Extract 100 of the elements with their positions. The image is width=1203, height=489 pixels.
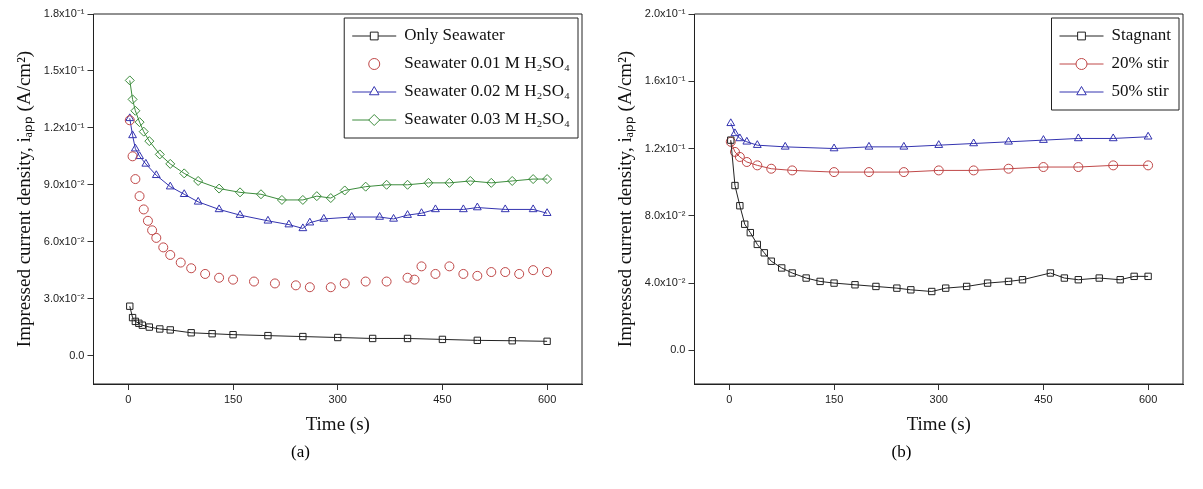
point bbox=[134, 319, 143, 327]
point bbox=[443, 177, 454, 188]
point bbox=[780, 141, 790, 150]
point bbox=[402, 179, 413, 190]
point bbox=[151, 170, 161, 179]
point bbox=[235, 210, 244, 218]
text: (b) bbox=[891, 442, 912, 462]
point bbox=[297, 223, 307, 232]
point bbox=[734, 133, 744, 142]
point bbox=[124, 115, 135, 126]
point bbox=[255, 189, 266, 200]
point bbox=[1116, 276, 1124, 284]
point bbox=[346, 212, 356, 220]
point bbox=[1142, 160, 1153, 171]
x-tick-label: 600 bbox=[537, 392, 556, 405]
point bbox=[508, 337, 516, 345]
point bbox=[199, 268, 210, 279]
y-tick-label: 1.2x10⁻¹ bbox=[43, 120, 85, 133]
point bbox=[962, 282, 970, 291]
point bbox=[284, 219, 293, 228]
point bbox=[464, 175, 475, 186]
point bbox=[145, 323, 153, 331]
point bbox=[760, 249, 768, 257]
y-tick-label: 1.6x10⁻¹ bbox=[644, 74, 686, 87]
point bbox=[767, 257, 775, 265]
point bbox=[360, 181, 371, 192]
point bbox=[304, 282, 315, 293]
point bbox=[155, 325, 163, 333]
point bbox=[388, 213, 398, 222]
point bbox=[541, 174, 552, 185]
point bbox=[933, 165, 944, 176]
point bbox=[788, 269, 796, 277]
point bbox=[138, 204, 149, 215]
point bbox=[325, 193, 336, 204]
point bbox=[1003, 136, 1013, 145]
point bbox=[416, 208, 426, 216]
point bbox=[129, 174, 140, 185]
point bbox=[777, 264, 785, 272]
point bbox=[297, 194, 308, 205]
point bbox=[506, 175, 517, 186]
point bbox=[457, 268, 468, 279]
point bbox=[740, 220, 748, 228]
point bbox=[1143, 131, 1152, 140]
point bbox=[472, 202, 482, 211]
y-tick-label: 4.0x10⁻² bbox=[644, 276, 686, 289]
point bbox=[333, 333, 341, 342]
point bbox=[402, 272, 413, 283]
point bbox=[485, 267, 496, 278]
point bbox=[527, 265, 538, 276]
point bbox=[178, 168, 189, 179]
point bbox=[968, 165, 979, 176]
point bbox=[541, 267, 552, 278]
x-tick-label: 600 bbox=[1138, 392, 1157, 405]
point bbox=[765, 163, 776, 174]
point bbox=[127, 151, 138, 162]
point bbox=[898, 167, 909, 178]
point bbox=[422, 177, 433, 188]
y-tick-label: 2.0x10⁻¹ bbox=[644, 7, 686, 20]
point bbox=[725, 118, 735, 127]
point bbox=[165, 181, 175, 190]
point bbox=[864, 141, 873, 150]
x-tick-label: 450 bbox=[432, 392, 452, 405]
point bbox=[786, 165, 797, 176]
point bbox=[179, 189, 189, 198]
point bbox=[443, 261, 454, 272]
x-tick-label: 150 bbox=[223, 392, 242, 405]
point bbox=[752, 140, 762, 148]
point bbox=[485, 177, 496, 188]
point bbox=[127, 94, 138, 105]
point bbox=[150, 232, 161, 243]
point bbox=[1108, 133, 1118, 142]
point bbox=[415, 261, 426, 272]
point bbox=[1072, 162, 1083, 173]
legend-label: Only Seawater bbox=[403, 25, 505, 45]
point bbox=[734, 151, 745, 162]
point bbox=[304, 217, 314, 226]
point bbox=[542, 208, 551, 216]
point bbox=[134, 117, 145, 128]
point bbox=[828, 167, 839, 178]
point bbox=[741, 157, 752, 167]
point bbox=[207, 330, 216, 338]
point bbox=[741, 136, 751, 145]
y-tick-label: 1.5x10⁻¹ bbox=[43, 63, 85, 76]
point bbox=[164, 158, 175, 169]
point bbox=[1073, 133, 1083, 142]
y-tick-label: 1.2x10⁻¹ bbox=[644, 141, 686, 154]
point bbox=[263, 215, 272, 224]
point bbox=[892, 284, 901, 292]
legend-label: Seawater 0.01 M H₂SO₄ bbox=[403, 53, 570, 73]
legend-label: Seawater 0.02 M H₂SO₄ bbox=[403, 81, 570, 101]
point bbox=[140, 158, 150, 167]
point bbox=[753, 240, 761, 249]
point bbox=[927, 287, 935, 296]
point bbox=[1037, 162, 1048, 173]
point bbox=[311, 191, 322, 202]
point bbox=[134, 191, 145, 202]
point bbox=[154, 149, 165, 160]
point bbox=[933, 140, 943, 148]
point bbox=[213, 272, 224, 283]
point bbox=[863, 167, 874, 178]
